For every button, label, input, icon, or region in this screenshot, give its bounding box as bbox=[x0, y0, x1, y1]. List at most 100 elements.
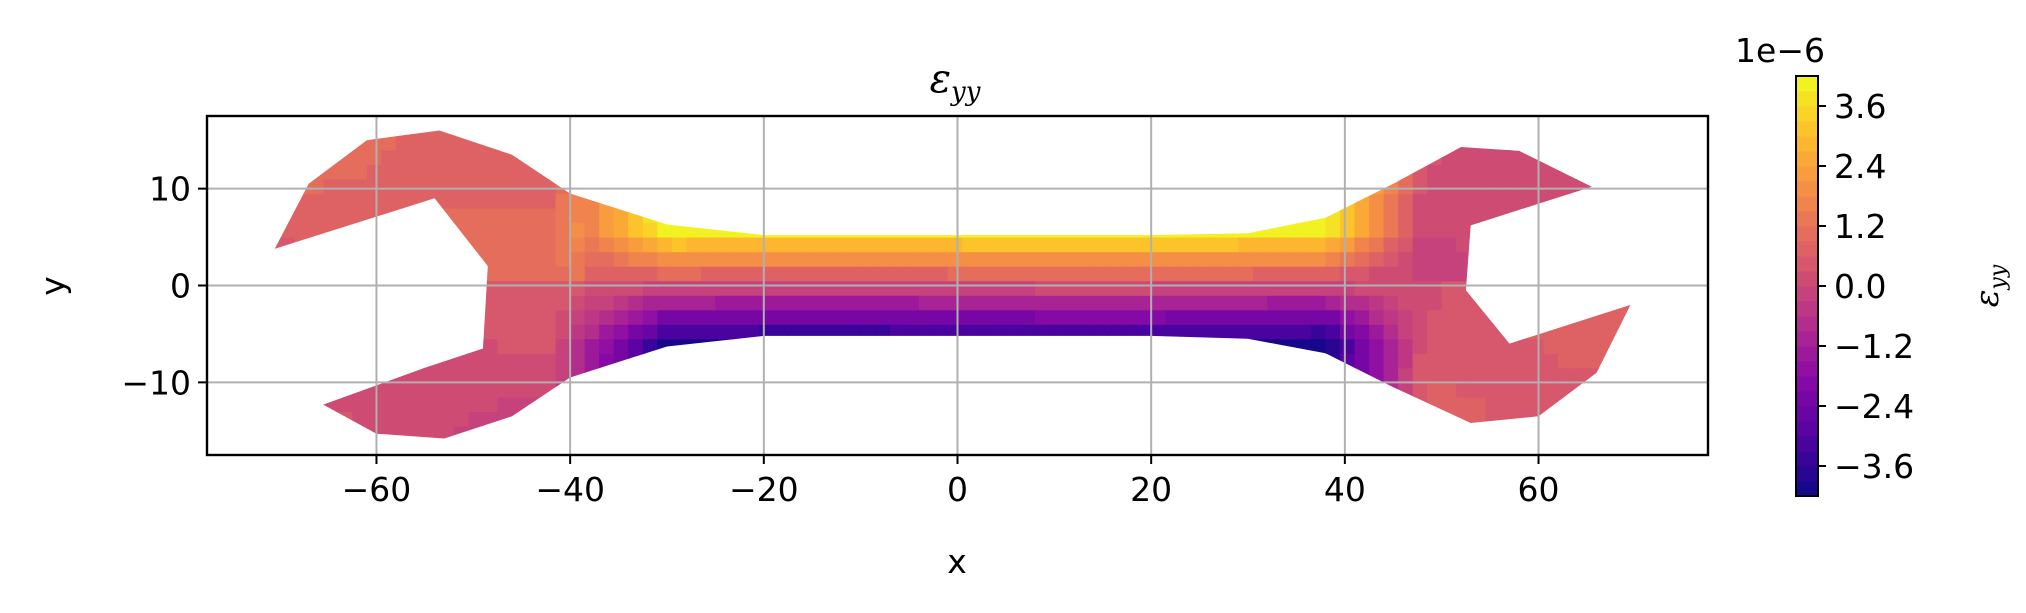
field-cell bbox=[599, 396, 615, 412]
field-cell bbox=[1572, 164, 1588, 180]
field-cell bbox=[1412, 353, 1428, 369]
field-cell bbox=[541, 106, 556, 121]
field-cell bbox=[1209, 425, 1225, 439]
field-cell bbox=[628, 266, 644, 282]
field-cell bbox=[1703, 411, 1718, 426]
field-cell bbox=[1645, 164, 1660, 179]
field-cell bbox=[1427, 164, 1443, 180]
field-cell bbox=[1151, 266, 1167, 282]
field-cell bbox=[1601, 425, 1617, 439]
field-cell bbox=[1005, 130, 1021, 136]
field-cell bbox=[1223, 237, 1239, 253]
field-cell bbox=[1631, 382, 1646, 397]
field-cell bbox=[207, 324, 222, 339]
field-cell bbox=[817, 179, 833, 195]
field-cell bbox=[1136, 208, 1152, 224]
field-cell bbox=[584, 222, 600, 238]
field-cell bbox=[860, 382, 876, 398]
field-cell bbox=[744, 295, 760, 311]
field-cell bbox=[1689, 310, 1704, 325]
field-cell bbox=[962, 367, 978, 383]
field-cell bbox=[1427, 382, 1443, 398]
field-cell bbox=[1528, 266, 1544, 282]
field-cell bbox=[773, 222, 789, 238]
field-cell bbox=[1195, 441, 1210, 456]
field-cell bbox=[817, 367, 833, 383]
field-cell bbox=[1427, 353, 1443, 369]
field-cell bbox=[860, 149, 876, 165]
field-cell bbox=[802, 396, 818, 412]
field-cell bbox=[1674, 339, 1689, 354]
field-cell bbox=[337, 237, 353, 253]
field-cell bbox=[1165, 353, 1181, 369]
field-cell bbox=[1470, 425, 1486, 439]
field-cell bbox=[555, 280, 571, 296]
field-cell bbox=[1340, 149, 1356, 165]
field-cell bbox=[251, 194, 266, 209]
field-cell bbox=[802, 425, 818, 439]
field-cell bbox=[1165, 425, 1181, 439]
field-cell bbox=[1499, 135, 1515, 151]
field-cell bbox=[381, 441, 396, 456]
field-cell bbox=[1499, 208, 1515, 224]
field-cell bbox=[1456, 193, 1472, 209]
field-cell bbox=[657, 441, 672, 456]
field-cell bbox=[671, 353, 687, 369]
field-cell bbox=[773, 266, 789, 282]
field-cell bbox=[860, 411, 876, 427]
field-cell bbox=[628, 295, 644, 311]
field-cell bbox=[1616, 280, 1631, 296]
field-cell bbox=[918, 396, 934, 412]
field-cell bbox=[904, 193, 920, 209]
field-cell bbox=[1122, 425, 1138, 439]
field-cell bbox=[570, 338, 586, 354]
field-cell bbox=[308, 324, 324, 340]
field-cell bbox=[1093, 164, 1109, 180]
field-cell bbox=[977, 106, 992, 121]
field-cell bbox=[1587, 106, 1602, 121]
colorbar-tick-label: 1.2 bbox=[1834, 207, 1886, 246]
field-cell bbox=[483, 382, 499, 398]
field-cell bbox=[1267, 411, 1283, 427]
field-cell bbox=[497, 135, 513, 151]
field-cell bbox=[1064, 382, 1080, 398]
field-cell bbox=[1689, 295, 1704, 310]
field-cell bbox=[279, 237, 295, 253]
field-cell bbox=[759, 396, 775, 412]
field-cell bbox=[352, 367, 368, 383]
field-cell bbox=[512, 149, 528, 165]
field-cell bbox=[1238, 425, 1254, 439]
field-cell bbox=[1645, 353, 1660, 368]
field-cell bbox=[207, 150, 222, 165]
field-cell bbox=[527, 106, 542, 121]
field-cell bbox=[773, 396, 789, 412]
field-cell bbox=[222, 411, 237, 426]
colorbar-tick-label: 3.6 bbox=[1834, 87, 1886, 126]
field-cell bbox=[875, 382, 891, 398]
field-cell bbox=[1528, 237, 1544, 253]
field-cell bbox=[1035, 251, 1051, 267]
field-cell bbox=[1514, 367, 1530, 383]
field-cell bbox=[613, 411, 629, 427]
field-cell bbox=[512, 338, 528, 354]
field-cell bbox=[744, 324, 760, 340]
field-cell bbox=[788, 324, 804, 340]
field-cell bbox=[860, 295, 876, 311]
field-cell bbox=[512, 193, 528, 209]
field-cell bbox=[802, 309, 818, 325]
field-cell bbox=[803, 106, 818, 121]
colorbar-band bbox=[1796, 91, 1818, 107]
field-cell bbox=[686, 193, 702, 209]
field-cell bbox=[1005, 353, 1021, 369]
field-cell bbox=[1005, 309, 1021, 325]
field-cell bbox=[468, 130, 484, 136]
field-cell bbox=[846, 135, 862, 151]
field-cell bbox=[1616, 208, 1631, 224]
field-cell bbox=[308, 295, 324, 311]
field-cell bbox=[1267, 135, 1283, 151]
field-cell bbox=[222, 353, 237, 368]
field-cell bbox=[1557, 149, 1573, 165]
field-cell bbox=[1223, 149, 1239, 165]
field-cell bbox=[1252, 396, 1268, 412]
field-cell bbox=[294, 425, 310, 439]
